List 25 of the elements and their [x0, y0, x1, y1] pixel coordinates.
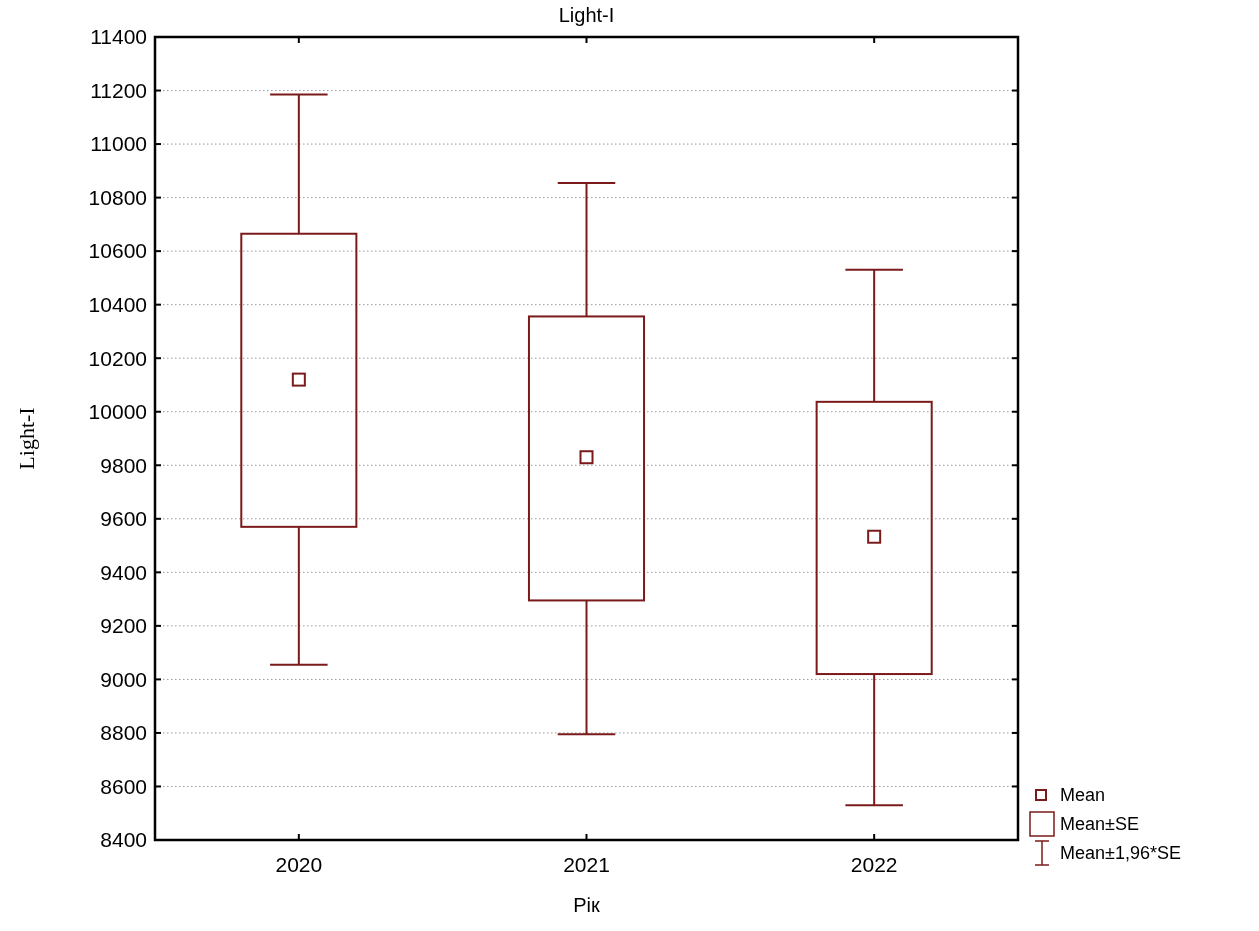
- y-tick-label: 10800: [88, 185, 147, 209]
- x-tick-label: 2021: [563, 853, 610, 876]
- y-tick-label: 10200: [88, 346, 147, 370]
- y-tick-label: 11400: [90, 25, 147, 49]
- chart-title: Light-I: [558, 4, 615, 26]
- y-tick-label: 9800: [100, 453, 147, 477]
- y-tick-label: 8400: [100, 828, 147, 852]
- y-axis-title: Light-I: [14, 407, 39, 470]
- y-tick-label: 11000: [90, 132, 147, 156]
- text: Mean: [1060, 785, 1106, 806]
- y-tick-label: 11200: [90, 78, 147, 102]
- y-tick-label: 9400: [100, 560, 147, 584]
- y-tick-label: 8600: [100, 774, 147, 798]
- y-tick-label: 9000: [100, 667, 147, 691]
- text: Mean±SE: [1060, 814, 1139, 835]
- y-tick-label: 9600: [100, 507, 147, 531]
- y-tick-label: 10400: [88, 293, 147, 317]
- x-axis-title: Рік: [573, 894, 601, 916]
- text: Mean±1,96*SE: [1060, 843, 1181, 864]
- y-tick-label: 9200: [100, 614, 147, 638]
- y-tick-label: 10600: [88, 239, 147, 263]
- y-tick-label: 8800: [100, 721, 147, 745]
- x-tick-label: 2020: [275, 853, 323, 876]
- y-tick-label: 10000: [88, 400, 147, 424]
- x-tick-label: 2022: [850, 853, 898, 876]
